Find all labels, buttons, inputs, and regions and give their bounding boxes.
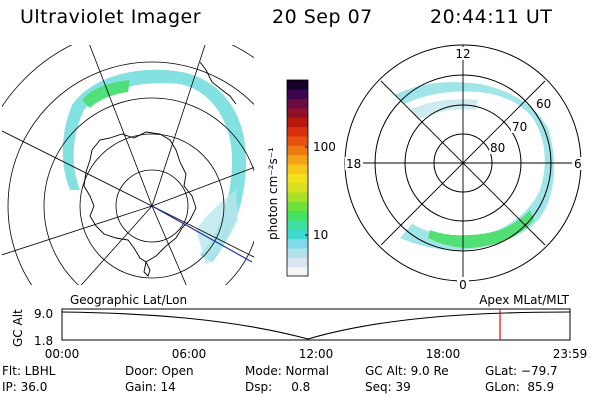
mlat-label-60: 60 <box>536 97 551 111</box>
glon-info: GLon: 85.9 <box>485 380 555 394</box>
colorbar-cell <box>287 145 308 156</box>
geographic-projection-image <box>2 45 254 285</box>
mode-info: Mode: Normal <box>245 364 329 378</box>
colorbar-cell <box>287 154 308 165</box>
mlat-label-80: 80 <box>490 141 505 155</box>
colorbar-cell <box>287 220 308 230</box>
colorbar-cell <box>287 201 308 212</box>
colorbar-cell <box>287 136 308 146</box>
polar-mlat-mlt-plot: 12 18 6 0 60 70 80 <box>344 44 582 292</box>
timeline-x-tick-1800: 18:00 <box>426 347 461 361</box>
colorbar-cell <box>287 238 308 249</box>
colorbar-cell <box>287 98 308 109</box>
door-info: Door: Open <box>125 364 194 378</box>
colorbar-cell <box>287 229 308 240</box>
colorbar-cell <box>287 126 308 137</box>
timeline-x-tick-1200: 12:00 <box>299 347 334 361</box>
mlt-label-12: 12 <box>455 47 470 61</box>
geographic-latitude-circles <box>2 45 254 285</box>
aurora-haze-geographic <box>196 190 238 265</box>
timeline-right-label: Apex MLat/MLT <box>479 293 569 307</box>
polar-mlt-grid <box>345 45 581 281</box>
colorbar-cell <box>287 248 308 258</box>
colorbar-cell <box>287 80 308 90</box>
colorbar-units-label: photon cm⁻²s⁻¹ <box>266 147 280 240</box>
timeline-y-tick-1-8: 1.8 <box>34 334 53 348</box>
altitude-timeline: Geographic Lat/Lon Apex MLat/MLT GC Alt … <box>11 293 587 361</box>
gain-info: Gain: 14 <box>125 380 176 394</box>
aurora-bright-patch <box>428 210 534 248</box>
observation-date: 20 Sep 07 <box>272 6 373 28</box>
geographic-longitude-lines <box>2 45 254 285</box>
colorbar-cell <box>287 192 308 202</box>
mlt-label-18: 18 <box>346 157 361 171</box>
antarctic-peninsula <box>143 260 151 277</box>
colorbar-tick-100: 100 <box>313 140 336 154</box>
south-america-coast <box>199 61 237 105</box>
colorbar-cell <box>287 257 308 268</box>
timeline-y-tick-9: 9.0 <box>34 307 53 321</box>
colorbar-cell <box>287 117 308 128</box>
timeline-left-label: Geographic Lat/Lon <box>70 293 187 307</box>
colorbar-cell <box>287 266 308 277</box>
colorbar-cell <box>287 89 308 100</box>
mlt-label-6: 6 <box>574 157 582 171</box>
timeline-x-tick-0000: 00:00 <box>45 347 80 361</box>
colorbar: 100 10 photon cm⁻²s⁻¹ <box>266 79 336 277</box>
antarctica-coastline <box>83 131 197 263</box>
observation-time: 20:44:11 UT <box>430 6 553 28</box>
filter-info: Flt: LBHL <box>2 364 56 378</box>
colorbar-cell <box>287 173 308 184</box>
ip-info: IP: 36.0 <box>2 380 48 394</box>
colorbar-cell <box>287 182 308 193</box>
colorbar-cell <box>287 164 308 174</box>
aurora-diffuse-dayside <box>410 99 478 120</box>
gc-altitude-curve <box>61 311 571 340</box>
mlt-label-0: 0 <box>459 278 467 292</box>
gc-alt-info: GC Alt: 9.0 Re <box>365 364 449 378</box>
colorbar-tick-10: 10 <box>313 228 328 242</box>
track-line <box>151 205 253 263</box>
aurora-oval-bright-geographic <box>82 80 130 108</box>
glat-info: GLat: −79.7 <box>485 364 558 378</box>
timeline-y-axis-label: GC Alt <box>11 309 25 347</box>
timeline-x-tick-0600: 06:00 <box>172 347 207 361</box>
timeline-x-tick-2359: 23:59 <box>553 347 588 361</box>
dsp-info: Dsp: 0.8 <box>245 380 311 394</box>
mlat-label-70: 70 <box>512 120 527 134</box>
instrument-title: Ultraviolet Imager <box>20 6 202 28</box>
seq-info: Seq: 39 <box>365 380 411 394</box>
colorbar-cell <box>287 108 308 118</box>
colorbar-cell <box>287 210 308 221</box>
